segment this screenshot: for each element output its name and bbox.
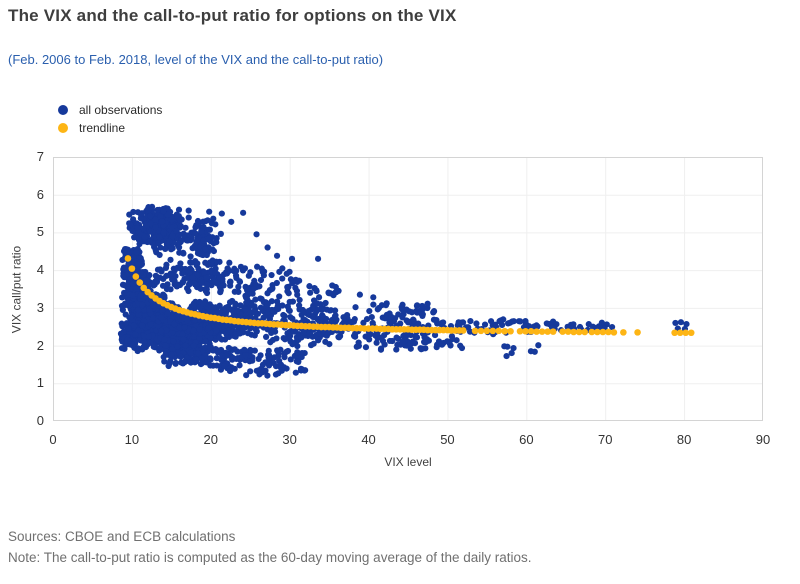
y-tick-label: 2 <box>36 337 44 353</box>
y-tick-label: 4 <box>36 262 44 278</box>
x-tick-label: 90 <box>755 432 771 447</box>
x-tick-label: 30 <box>282 432 297 447</box>
y-tick-label: 6 <box>36 186 44 202</box>
page-subtitle: (Feb. 2006 to Feb. 2018, level of the VI… <box>8 52 384 67</box>
legend-dot-all-observations-icon <box>58 105 68 115</box>
x-tick-label: 50 <box>440 432 455 447</box>
x-tick-label: 70 <box>597 432 613 447</box>
x-tick-label: 20 <box>203 432 218 447</box>
legend-label-trendline: trendline <box>79 121 126 135</box>
x-tick-label: 80 <box>676 432 692 447</box>
x-axis-title: VIX level <box>384 455 432 469</box>
y-tick-label: 5 <box>36 224 44 240</box>
x-tick-label: 40 <box>361 432 376 447</box>
y-tick-label: 1 <box>36 375 44 391</box>
chart-legend: all observations trendline <box>52 101 162 137</box>
x-tick-label: 10 <box>124 432 140 447</box>
x-tick-label: 0 <box>49 432 57 447</box>
legend-label-all-observations: all observations <box>79 103 163 117</box>
note-line: Note: The call-to-put ratio is computed … <box>8 550 532 565</box>
x-tick-label: 60 <box>519 432 534 447</box>
page-title: The VIX and the call-to-put ratio for op… <box>8 6 457 25</box>
y-axis-title: VIX call/put ratio <box>9 245 24 334</box>
y-tick-label: 0 <box>36 413 44 428</box>
scatter-plot-canvas <box>53 157 763 421</box>
legend-item-all-observations: all observations <box>52 101 162 119</box>
legend-dot-trendline-icon <box>58 123 68 133</box>
source-line: Sources: CBOE and ECB calculations <box>8 529 236 544</box>
y-tick-label: 7 <box>36 149 44 164</box>
legend-item-trendline: trendline <box>52 119 162 137</box>
y-tick-label: 3 <box>36 299 44 315</box>
